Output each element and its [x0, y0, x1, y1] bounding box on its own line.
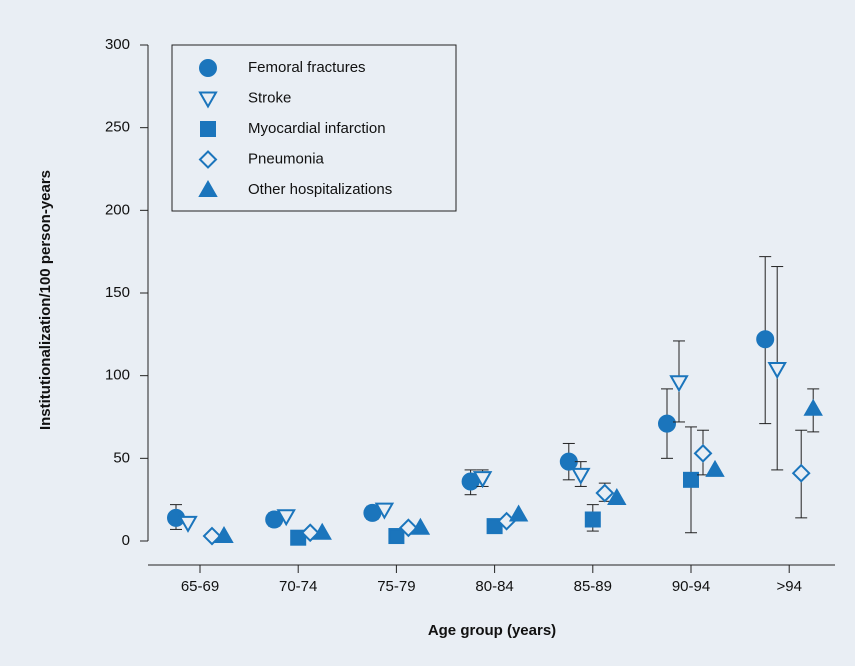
point	[658, 414, 676, 433]
point	[363, 503, 382, 522]
point	[595, 483, 615, 503]
y-tick-label: 250	[105, 119, 130, 136]
y-tick-label: 200	[105, 201, 130, 218]
point	[410, 517, 431, 535]
legend-label: Stroke	[248, 89, 291, 106]
x-axis-label: Age group (years)	[428, 622, 556, 639]
x-tick-label: >94	[776, 578, 801, 595]
legend-label: Myocardial infarction	[248, 120, 386, 137]
legend-marker	[200, 121, 216, 137]
point	[607, 487, 627, 506]
point	[571, 467, 591, 485]
point	[705, 459, 725, 477]
point	[290, 529, 307, 546]
point	[767, 362, 787, 380]
y-tick-label: 50	[113, 449, 130, 466]
y-tick-label: 0	[122, 532, 130, 549]
point	[265, 510, 284, 529]
point	[276, 509, 296, 527]
point	[374, 502, 395, 520]
point	[214, 526, 234, 544]
x-tick-label: 65-69	[181, 578, 219, 595]
legend-box	[171, 44, 457, 212]
point	[584, 511, 601, 528]
point	[756, 330, 775, 349]
x-tick-label: 75-79	[377, 578, 415, 595]
legend-marker	[198, 150, 218, 169]
x-tick-label: 85-89	[574, 578, 612, 595]
x-tick-label: 70-74	[279, 578, 317, 595]
point	[178, 515, 198, 533]
x-tick-label: 80-84	[475, 578, 513, 595]
point	[803, 398, 823, 416]
point	[486, 518, 503, 535]
legend-label: Other hospitalizations	[248, 181, 392, 198]
y-tick-label: 100	[105, 367, 130, 384]
point	[559, 452, 578, 471]
point	[669, 375, 689, 393]
y-tick-label: 150	[105, 284, 130, 301]
point	[388, 528, 405, 545]
point	[472, 471, 493, 489]
point	[461, 472, 480, 491]
legend-label: Pneumonia	[248, 150, 325, 167]
legend-marker	[198, 91, 218, 109]
point	[693, 443, 713, 463]
legend-label: Femoral fractures	[248, 59, 366, 76]
y-axis-label: Institutionalization/100 person-years	[37, 170, 54, 430]
point	[683, 471, 699, 488]
legend-marker	[198, 179, 218, 197]
x-tick-label: 90-94	[672, 578, 710, 595]
point	[508, 504, 529, 522]
y-tick-label: 300	[105, 36, 130, 53]
legend-marker	[199, 59, 217, 77]
point	[791, 463, 811, 483]
point	[312, 522, 332, 540]
